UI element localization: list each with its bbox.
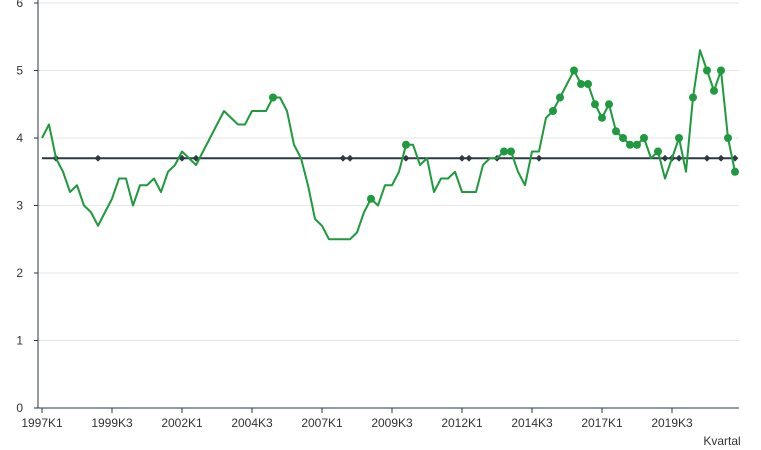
main-series-point — [367, 194, 375, 203]
x-tick-label: 2012K1 — [441, 416, 483, 430]
x-tick-label: 2007K1 — [301, 416, 343, 430]
main-series-point — [402, 140, 410, 149]
y-axis: 0 1 2 3 4 5 6 — [16, 0, 39, 415]
y-tick-label: 3 — [16, 199, 23, 213]
main-series-point — [584, 80, 592, 88]
main-series-point — [626, 140, 634, 149]
main-series-point — [640, 134, 648, 142]
main-series-point — [689, 93, 697, 102]
x-axis: 1997K1 1999K3 2002K1 2004K3 2007K1 2009K3 2012… — [21, 407, 739, 430]
y-tick-label: 4 — [16, 131, 23, 145]
main-series-point — [731, 167, 739, 176]
reference-series-point — [402, 154, 410, 162]
main-series-point — [724, 134, 732, 142]
x-tick-label: 2009K3 — [371, 416, 413, 430]
x-tick-label: 2004K3 — [231, 416, 273, 430]
main-series-point — [570, 66, 578, 75]
x-tick-label: 2017K1 — [581, 416, 623, 430]
reference-series-point — [458, 154, 466, 162]
main-series-line — [41, 49, 736, 241]
reference-series-point — [465, 154, 473, 162]
main-series-point — [500, 147, 508, 156]
main-series-point — [598, 113, 606, 122]
series-layer — [41, 49, 739, 241]
x-tick-label: 2019K3 — [651, 416, 693, 430]
x-tick-label: 2002K1 — [161, 416, 203, 430]
reference-series-point — [339, 154, 347, 162]
main-series-point — [619, 134, 627, 142]
main-series-point — [556, 93, 564, 102]
reference-series-point — [675, 154, 683, 162]
x-tick-label: 1999K3 — [91, 416, 133, 430]
y-tick-label: 5 — [16, 64, 23, 78]
x-tick-label: 2014K3 — [511, 416, 553, 430]
main-series-point — [269, 93, 277, 102]
main-series-point — [612, 127, 620, 136]
x-tick-label: 1997K1 — [21, 416, 63, 430]
reference-series-point — [661, 154, 669, 162]
main-series-point — [605, 100, 613, 109]
reference-series-point — [535, 154, 543, 162]
x-axis-title: Kvartal — [703, 434, 740, 445]
main-series-point — [710, 86, 718, 95]
main-series-point — [633, 140, 641, 149]
y-tick-label: 0 — [16, 401, 23, 415]
reference-series-point — [717, 154, 725, 162]
main-series-point — [703, 66, 711, 75]
reference-series-point — [94, 154, 102, 162]
main-series-point — [507, 147, 515, 156]
main-series-point — [675, 134, 683, 142]
reference-series-point — [346, 154, 354, 162]
reference-series-point — [703, 154, 711, 162]
y-tick-label: 1 — [16, 334, 23, 348]
y-tick-label: 2 — [16, 266, 23, 280]
gridlines — [38, 2, 739, 341]
main-series-point — [549, 107, 557, 115]
main-series-point — [654, 147, 662, 156]
y-tick-label: 6 — [16, 0, 23, 10]
main-series-point — [717, 66, 725, 75]
main-series-point — [591, 100, 599, 109]
main-series-point — [577, 80, 585, 88]
